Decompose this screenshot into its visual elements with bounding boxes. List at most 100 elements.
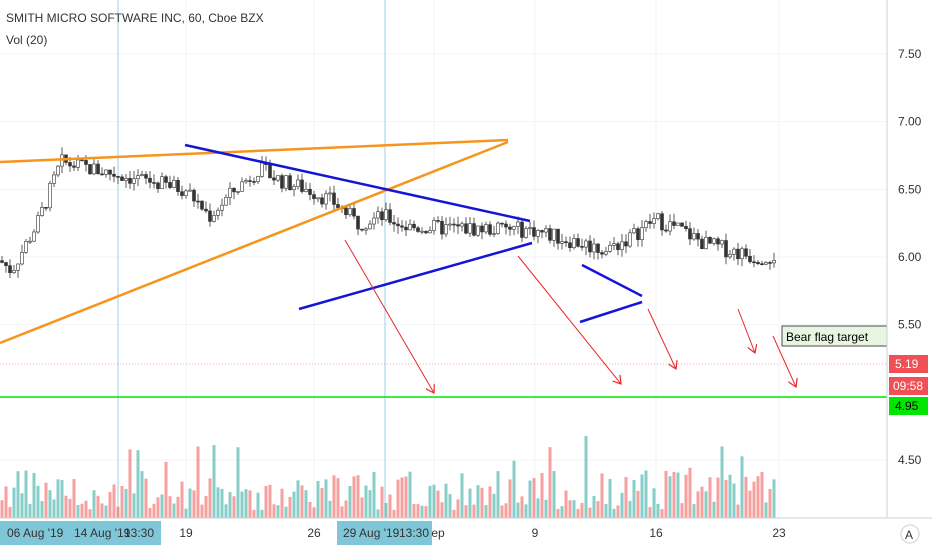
- bear-flag-annotation[interactable]: Bear flag target: [781, 325, 889, 347]
- volume-bar: [680, 503, 684, 518]
- volume-bar: [100, 503, 104, 518]
- highlight-range-2[interactable]: 29 Aug '19 13:30: [337, 521, 432, 545]
- candle-body: [388, 209, 392, 223]
- volume-bar: [320, 488, 324, 518]
- candle-body: [772, 260, 776, 264]
- candle-body: [480, 225, 484, 233]
- candle-body: [8, 265, 12, 274]
- candle-body: [512, 226, 516, 230]
- candle-body: [376, 211, 380, 219]
- candle-body: [284, 175, 288, 189]
- candle-body: [364, 228, 368, 231]
- volume-bar: [752, 481, 756, 518]
- blue-flag-lower-line[interactable]: [579, 300, 643, 324]
- volume-bar: [220, 488, 224, 518]
- projection-arrow-4[interactable]: [737, 308, 755, 353]
- candle-body: [420, 230, 424, 233]
- volume-bar: [260, 509, 264, 518]
- candle-body: [416, 227, 420, 232]
- trend-lines[interactable]: [0, 138, 643, 345]
- highlight-date-1: 06 Aug '19: [7, 526, 64, 540]
- price-tick-label: 6.50: [898, 182, 922, 196]
- price-tick-label: 7.00: [898, 115, 922, 129]
- candle-body: [300, 179, 304, 192]
- candle-body: [688, 228, 692, 240]
- candle-body: [400, 225, 404, 228]
- candle-body: [320, 197, 324, 205]
- candle-body: [548, 228, 552, 241]
- price-axis[interactable]: 7.50 7.00 6.50 6.00 5.50 4.50: [898, 47, 922, 467]
- volume-bar: [328, 500, 332, 518]
- volume-bar: [204, 495, 208, 518]
- candle-body: [748, 255, 752, 263]
- candle-body: [392, 222, 396, 225]
- volume-bar: [352, 476, 356, 518]
- volume-bar: [268, 484, 272, 518]
- projection-arrow-2[interactable]: [517, 255, 621, 384]
- candle-body: [380, 211, 384, 221]
- volume-bar: [0, 500, 4, 518]
- candle-body: [204, 208, 208, 212]
- orange-upper-trendline[interactable]: [0, 138, 509, 164]
- candle-body: [524, 228, 528, 238]
- volume-bar: [76, 504, 80, 518]
- volume-bar: [164, 461, 168, 518]
- candle-body: [196, 200, 200, 203]
- blue-upper-trendline[interactable]: [184, 143, 531, 223]
- volume-bar: [36, 485, 40, 518]
- blue-lower-trendline[interactable]: [298, 241, 533, 311]
- projection-arrow-3[interactable]: [647, 308, 676, 369]
- candle-body: [20, 252, 24, 265]
- candle-body: [292, 186, 296, 191]
- candle-body: [628, 232, 632, 247]
- candle-body: [160, 176, 164, 189]
- volume-bar: [468, 488, 472, 518]
- candle-body: [116, 176, 120, 178]
- volume-bar: [16, 471, 20, 518]
- projection-arrow-1[interactable]: [344, 239, 434, 393]
- volume-bar: [244, 489, 248, 518]
- candle-body: [484, 224, 488, 233]
- volume-bar: [368, 490, 372, 518]
- blue-flag-upper-line[interactable]: [581, 263, 643, 298]
- countdown-value: 09:58: [893, 379, 923, 393]
- volume-bar: [596, 501, 600, 518]
- volume-bar: [716, 477, 720, 518]
- candle-body: [724, 240, 728, 258]
- volume-bar: [360, 497, 364, 518]
- projection-arrow-5[interactable]: [772, 335, 796, 387]
- candle-body: [412, 223, 416, 229]
- volume-bar: [44, 482, 48, 518]
- volume-bar: [528, 480, 532, 518]
- candle-body: [316, 197, 320, 200]
- candle-body: [508, 226, 512, 230]
- candle-body: [72, 165, 76, 168]
- candle-body: [328, 192, 332, 195]
- orange-lower-trendline[interactable]: [0, 140, 509, 345]
- candle-body: [516, 221, 520, 227]
- candle-body: [704, 236, 708, 250]
- candle-body: [224, 197, 228, 206]
- volume-bar: [440, 502, 444, 518]
- candle-body: [608, 245, 612, 252]
- candle-body: [496, 222, 500, 234]
- candle-body: [268, 164, 272, 179]
- candle-body: [428, 230, 432, 234]
- candle-body: [536, 230, 540, 237]
- volume-bar: [428, 485, 432, 518]
- volume-bar: [632, 479, 636, 518]
- volume-bar: [392, 509, 396, 518]
- candle-body: [368, 223, 372, 230]
- highlight-range-1[interactable]: 06 Aug '19 14 Aug '19 13:30: [0, 521, 161, 545]
- candle-body: [728, 253, 732, 258]
- volume-bar: [604, 504, 608, 518]
- volume-bar: [588, 507, 592, 518]
- candle-body: [756, 262, 760, 265]
- volume-bar: [472, 504, 476, 518]
- volume-bar: [160, 494, 164, 518]
- auto-scale-button[interactable]: A: [900, 524, 920, 544]
- projection-arrows[interactable]: [344, 239, 796, 393]
- candle-body: [652, 218, 656, 224]
- candle-body: [404, 226, 408, 231]
